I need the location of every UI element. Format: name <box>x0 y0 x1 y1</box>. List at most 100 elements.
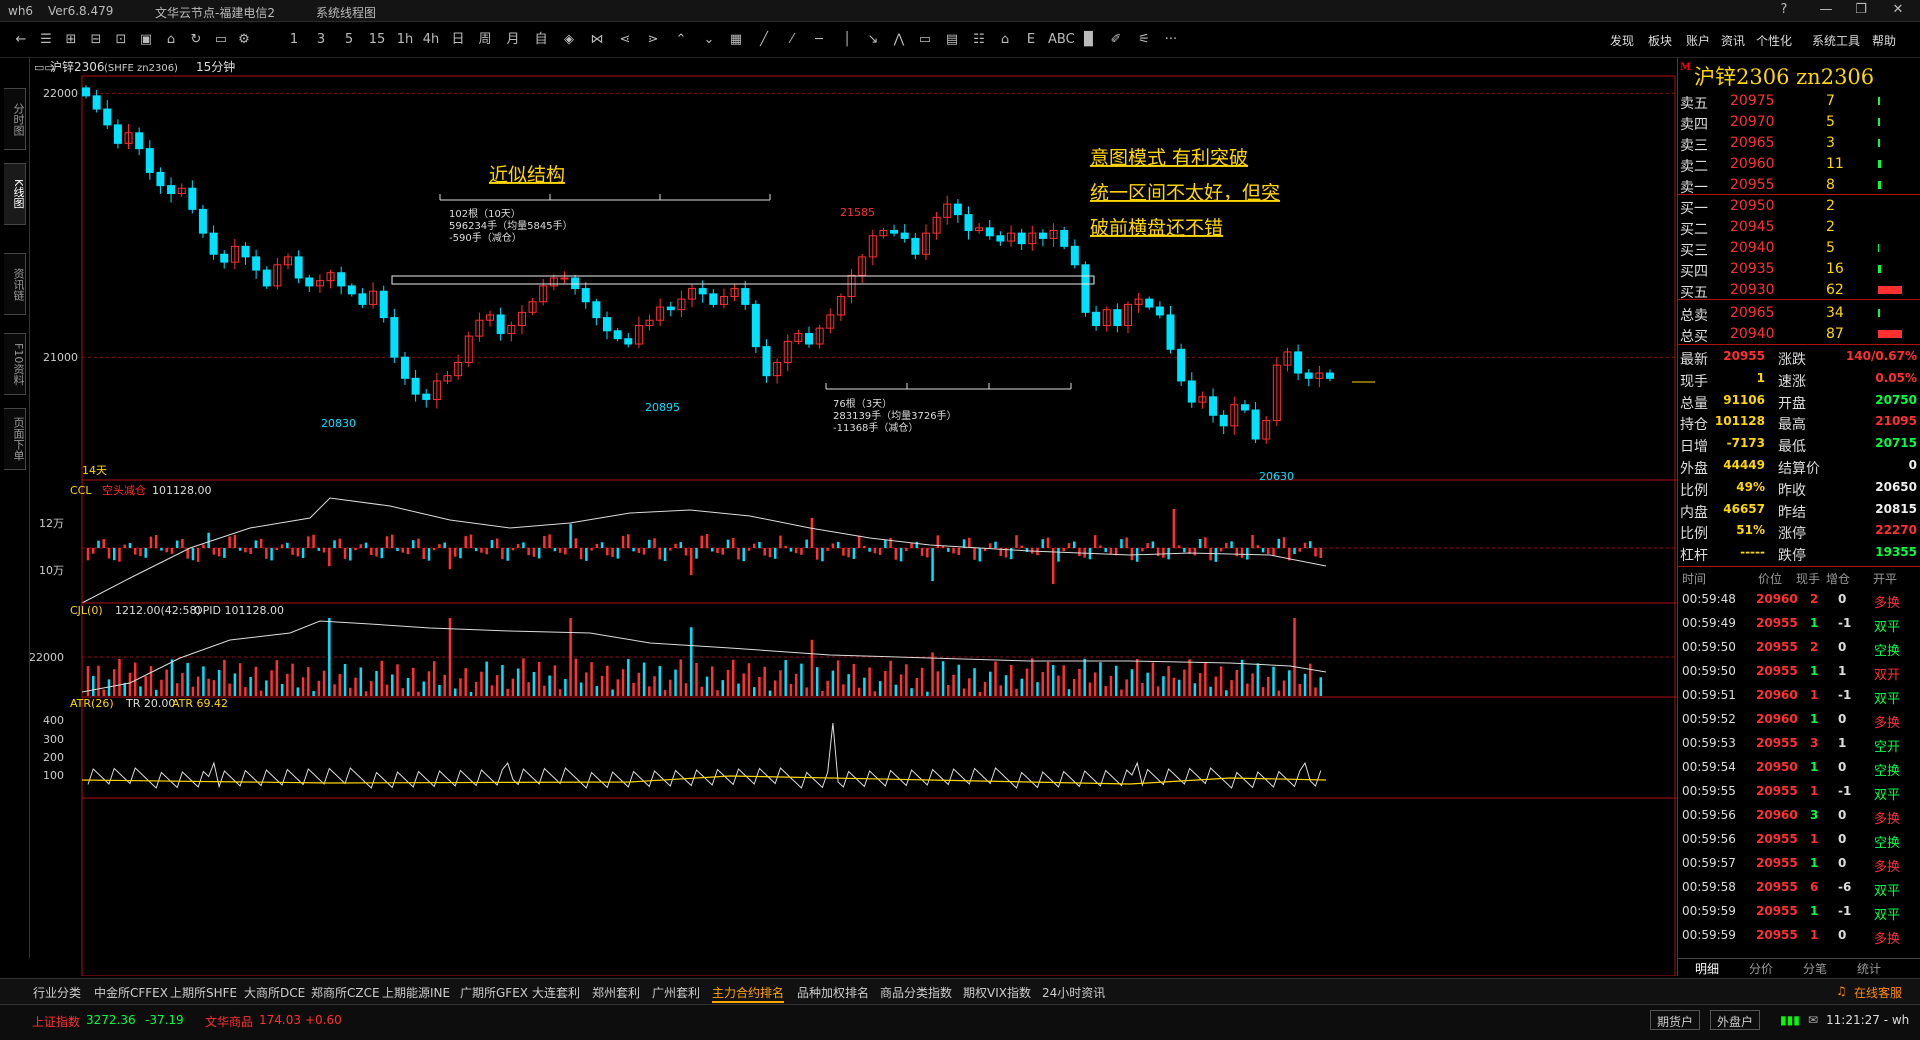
toolbar-button-19[interactable]: 自 <box>534 32 548 47</box>
toolbar-button-16[interactable]: 日 <box>451 32 465 47</box>
toolbar-button-31[interactable]: ↘ <box>867 32 879 47</box>
toolbar-button-17[interactable]: 周 <box>478 32 492 47</box>
chart-symbol[interactable]: 沪锌2306 <box>50 60 105 74</box>
toolbar-button-27[interactable]: ╱ <box>760 32 768 47</box>
toolbar-button-24[interactable]: ⌃ <box>675 32 687 47</box>
toolbar-button-3[interactable]: ⊟ <box>90 32 102 47</box>
menu-6[interactable]: 帮助 <box>1872 34 1897 48</box>
stat-label[interactable]: 结算价 <box>1778 461 1820 477</box>
market-tab-12[interactable]: 商品分类指数 <box>880 986 953 1000</box>
server-name[interactable]: 文华云节点-福建电信2 <box>155 6 275 20</box>
quote-tab-1[interactable]: 分价 <box>1749 962 1774 976</box>
toolbar-button-28[interactable]: ⁄ <box>790 32 794 47</box>
left-tab-4[interactable]: 页面下单 <box>4 408 26 470</box>
order-book-row[interactable]: 总卖 20965 34 <box>1678 303 1920 324</box>
atr-name[interactable]: ATR(26) <box>70 697 114 710</box>
toolbar-button-21[interactable]: ⋈ <box>590 32 604 47</box>
order-book-row[interactable]: 卖三 20965 3 <box>1678 133 1920 154</box>
toolbar-button-6[interactable]: ⌂ <box>166 32 176 47</box>
order-book-row[interactable]: 买一 20950 2 <box>1678 196 1920 217</box>
market-tab-8[interactable]: 郑州套利 <box>592 986 641 1000</box>
toolbar-button-34[interactable]: ▤ <box>945 32 959 47</box>
menu-0[interactable]: 发现 <box>1610 34 1635 48</box>
ccl-name[interactable]: CCL <box>70 484 92 497</box>
toolbar-button-5[interactable]: ▣ <box>139 32 153 47</box>
toolbar-button-38[interactable]: ABC <box>1048 32 1075 47</box>
toolbar-button-11[interactable]: 3 <box>316 32 326 47</box>
maximize-button[interactable]: ❐ <box>1855 2 1867 17</box>
message-icon[interactable]: ✉ <box>1808 1013 1819 1027</box>
market-tab-1[interactable]: 中金所CFFEX <box>94 986 168 1000</box>
menu-4[interactable]: 个性化 <box>1756 34 1793 48</box>
toolbar-button-10[interactable]: 1 <box>289 32 299 47</box>
index2-name[interactable]: 文华商品 <box>205 1015 254 1029</box>
toolbar-button-18[interactable]: 月 <box>506 32 520 47</box>
kline-chart[interactable]: ▭▭沪锌2306 (SHFE zn2306) 15分钟 22000 21000 14天 近似… <box>30 58 1677 976</box>
toolbar-button-20[interactable]: ◈ <box>564 32 574 47</box>
quote-tab-0[interactable]: 明细 <box>1695 962 1720 976</box>
futures-account-button[interactable]: 期货户 <box>1650 1010 1701 1030</box>
toolbar-button-12[interactable]: 5 <box>344 32 354 47</box>
minimize-button[interactable]: — <box>1819 2 1833 17</box>
market-tab-14[interactable]: 24小时资讯 <box>1042 986 1106 1000</box>
toolbar-button-39[interactable]: ▉ <box>1084 32 1094 47</box>
order-book-row[interactable]: 卖一 20955 8 <box>1678 175 1920 196</box>
index1-name[interactable]: 上证指数 <box>32 1015 81 1029</box>
toolbar-button-40[interactable]: ✐ <box>1110 32 1122 47</box>
market-tab-9[interactable]: 广州套利 <box>652 986 701 1000</box>
toolbar-button-9[interactable]: ⚙ <box>238 32 250 47</box>
toolbar-button-15[interactable]: 4h <box>422 32 440 47</box>
menu-1[interactable]: 板块 <box>1648 34 1673 48</box>
left-tab-3[interactable]: F10资料 <box>4 333 26 395</box>
toolbar-button-0[interactable]: ← <box>15 32 27 47</box>
order-book-row[interactable]: 卖四 20970 5 <box>1678 112 1920 133</box>
toolbar-button-41[interactable]: ⚟ <box>1138 32 1150 47</box>
order-book-row[interactable]: 卖五 20975 7 <box>1678 91 1920 112</box>
quote-tab-3[interactable]: 统计 <box>1857 962 1882 976</box>
order-book-row[interactable]: 买三 20940 5 <box>1678 238 1920 259</box>
menu-5[interactable]: 系统工具 <box>1812 34 1861 48</box>
toolbar-button-22[interactable]: ⋖ <box>619 32 631 47</box>
left-tab-2[interactable]: 资讯链 <box>4 253 26 315</box>
chart-period[interactable]: 15分钟 <box>196 59 235 74</box>
toolbar-button-42[interactable]: ··· <box>1164 32 1178 47</box>
foreign-account-button[interactable]: 外盘户 <box>1710 1010 1761 1030</box>
toolbar-button-23[interactable]: ⋗ <box>647 32 659 47</box>
market-tab-7[interactable]: 大连套利 <box>532 986 581 1000</box>
toolbar-button-2[interactable]: ⊞ <box>65 32 77 47</box>
market-tab-11[interactable]: 品种加权排名 <box>797 986 870 1000</box>
help-button[interactable]: ? <box>1780 2 1788 17</box>
toolbar-button-14[interactable]: 1h <box>396 32 414 47</box>
order-book-row[interactable]: 买四 20935 16 <box>1678 259 1920 280</box>
toolbar-button-26[interactable]: ▦ <box>729 32 743 47</box>
toolbar-button-33[interactable]: ▭ <box>918 32 932 47</box>
toolbar-button-4[interactable]: ⊡ <box>115 32 127 47</box>
left-tab-0[interactable]: 分时图 <box>4 88 26 150</box>
quote-tab-2[interactable]: 分笔 <box>1803 962 1828 976</box>
system-menu[interactable]: 系统线程图 <box>316 6 377 20</box>
market-tab-3[interactable]: 大商所DCE <box>244 986 306 1000</box>
toolbar-button-13[interactable]: 15 <box>368 32 386 47</box>
cjl-name[interactable]: CJL(0) <box>70 604 103 617</box>
toolbar-button-29[interactable]: ─ <box>815 32 823 47</box>
toolbar-button-25[interactable]: ⌄ <box>703 32 715 47</box>
toolbar-button-7[interactable]: ↻ <box>190 32 202 47</box>
market-tab-13[interactable]: 期权VIX指数 <box>963 986 1031 1000</box>
market-tab-0[interactable]: 行业分类 <box>33 986 82 1000</box>
menu-2[interactable]: 账户 <box>1686 34 1711 48</box>
close-button[interactable]: ✕ <box>1892 2 1904 17</box>
chart-area[interactable]: ▭▭ 沪锌2306 (SHFE zn2306) 15分钟 22000 21000 14天 近似… <box>30 58 1677 976</box>
market-tab-10[interactable]: 主力合约排名 <box>712 984 785 1003</box>
toolbar-button-35[interactable]: ☷ <box>973 32 985 47</box>
market-tab-2[interactable]: 上期所SHFE <box>170 986 238 1000</box>
market-tab-4[interactable]: 郑商所CZCE <box>311 986 380 1000</box>
order-book-row[interactable]: 买五 20930 62 <box>1678 280 1920 301</box>
online-service-link[interactable]: 在线客服 <box>1854 986 1903 1000</box>
toolbar-button-30[interactable]: │ <box>843 32 851 47</box>
menu-3[interactable]: 资讯 <box>1721 34 1746 48</box>
order-book-row[interactable]: 总买 20940 87 <box>1678 324 1920 345</box>
order-book-row[interactable]: 买二 20945 2 <box>1678 217 1920 238</box>
market-tab-6[interactable]: 广期所GFEX <box>460 986 529 1000</box>
order-book-row[interactable]: 卖二 20960 11 <box>1678 154 1920 175</box>
market-tab-5[interactable]: 上期能源INE <box>382 986 451 1000</box>
